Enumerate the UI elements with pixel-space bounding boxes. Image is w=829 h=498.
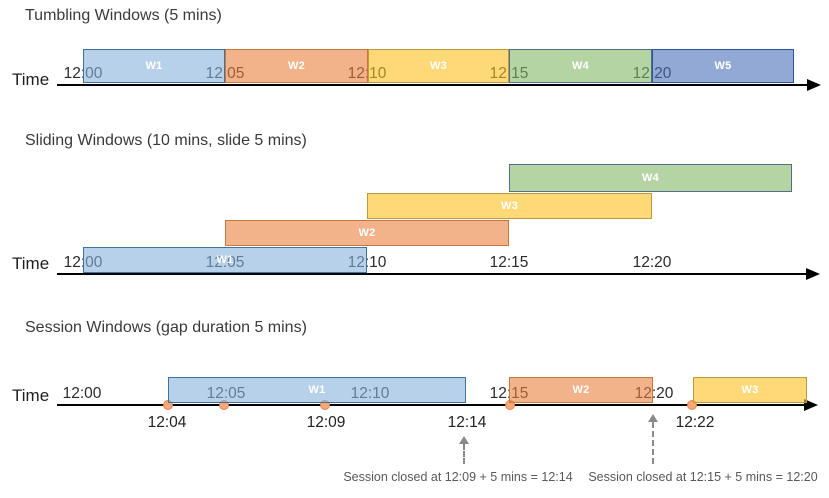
window-box-w4: W4: [509, 164, 792, 192]
window-box-w3: W3: [693, 377, 807, 403]
callout-dashed-line: [652, 422, 654, 464]
event-time-label: 12:14: [447, 414, 487, 431]
window-box-w4: W4: [509, 49, 652, 83]
tick-label: 12:20: [632, 254, 672, 271]
session-closed-annotation-2: Session closed at 12:15 + 5 mins = 12:20: [588, 470, 818, 484]
window-box-w1: W1: [168, 377, 466, 403]
window-box-w2: W2: [509, 377, 653, 403]
window-label: W3: [429, 60, 448, 72]
window-box-w1: W1: [83, 49, 225, 83]
window-label: W1: [216, 254, 234, 266]
window-box-w3: W3: [367, 193, 652, 219]
event-time-label: 12:04: [147, 414, 187, 431]
timeline-axis: [57, 273, 807, 275]
sliding-windows-title: Sliding Windows (10 mins, slide 5 mins): [25, 132, 307, 149]
arrow-up-icon: [459, 436, 469, 444]
timeline-arrowhead-icon: [807, 79, 821, 91]
tick-label: 12:15: [489, 254, 529, 271]
time-axis-label-session: Time: [12, 386, 50, 405]
time-axis-label-sliding: Time: [12, 254, 50, 273]
window-label: W2: [572, 384, 590, 396]
timeline-arrowhead-icon: [806, 268, 820, 280]
window-box-w3: W3: [368, 49, 509, 83]
window-box-w1: W1: [83, 247, 367, 273]
event-time-label: 12:22: [675, 414, 715, 431]
session-windows-title: Session Windows (gap duration 5 mins): [25, 319, 307, 336]
event-time-label: 12:09: [306, 414, 346, 431]
window-label: W3: [500, 200, 519, 212]
timeline-axis: [57, 84, 807, 86]
timeline-axis: [57, 404, 804, 406]
window-label: W4: [571, 60, 590, 72]
window-box-w2: W2: [225, 220, 509, 246]
session-closed-annotation-1: Session closed at 12:09 + 5 mins = 12:14: [343, 470, 573, 484]
arrow-up-icon: [648, 414, 658, 422]
window-label: W2: [358, 227, 376, 239]
window-label: W2: [287, 60, 306, 72]
tick-label: 12:00: [62, 385, 102, 402]
window-label: W3: [741, 384, 759, 396]
tumbling-windows-title: Tumbling Windows (5 mins): [25, 7, 222, 24]
event-dot: [687, 400, 697, 410]
callout-dashed-line: [463, 444, 465, 464]
window-label: W1: [145, 60, 163, 72]
window-label: W5: [714, 60, 732, 72]
window-label: W1: [308, 384, 326, 396]
time-axis-label-tumbling: Time: [12, 70, 50, 89]
window-box-w2: W2: [225, 49, 368, 83]
window-label: W4: [641, 172, 660, 184]
window-box-w5: W5: [652, 49, 794, 83]
timeline-arrowhead-icon: [804, 399, 818, 411]
